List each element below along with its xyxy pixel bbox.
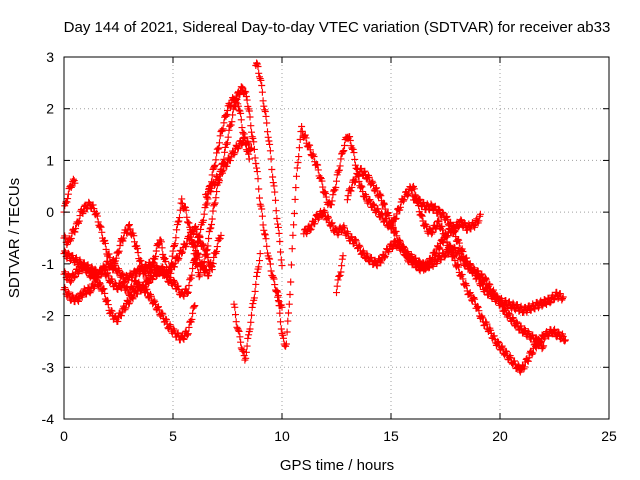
plus-markers [274, 123, 569, 376]
y-tick-label: -4 [42, 411, 55, 427]
plot-frame [63, 56, 610, 420]
series-sat-a [60, 175, 79, 216]
y-axis-label: SDTVAR / TECUs [6, 178, 23, 298]
plus-markers [60, 175, 79, 216]
x-tick-label: 25 [601, 428, 617, 444]
plus-markers [252, 59, 286, 270]
plus-markers [186, 226, 225, 280]
chart-title: Day 144 of 2021, Sidereal Day-to-day VTE… [64, 19, 611, 36]
x-tick-label: 5 [169, 428, 177, 444]
series-sat-f [202, 134, 255, 201]
y-tick-label: -2 [42, 308, 55, 324]
y-tick-label: 0 [46, 204, 54, 220]
plus-markers [230, 250, 264, 364]
series-sat-h [252, 59, 286, 270]
plus-markers [409, 192, 567, 316]
x-tick-label: 10 [274, 428, 290, 444]
y-tick-label: -1 [42, 256, 55, 272]
y-tick-label: 1 [46, 152, 54, 168]
series-sat-i [274, 123, 569, 376]
plus-markers [333, 252, 347, 297]
plus-markers [202, 134, 255, 201]
y-tick-label: -3 [42, 359, 55, 375]
series-sat-n [186, 226, 225, 280]
series-sat-l [409, 192, 567, 316]
x-tick-label: 0 [60, 428, 68, 444]
x-axis-label: GPS time / hours [280, 457, 394, 474]
x-tick-label: 15 [383, 428, 399, 444]
series-sat-m [333, 252, 347, 297]
data-points [60, 59, 569, 376]
x-tick-label: 20 [492, 428, 508, 444]
y-tick-label: 2 [46, 101, 54, 117]
y-tick-label: 3 [46, 49, 54, 65]
series-sat-g [230, 250, 264, 364]
grid [64, 57, 609, 419]
